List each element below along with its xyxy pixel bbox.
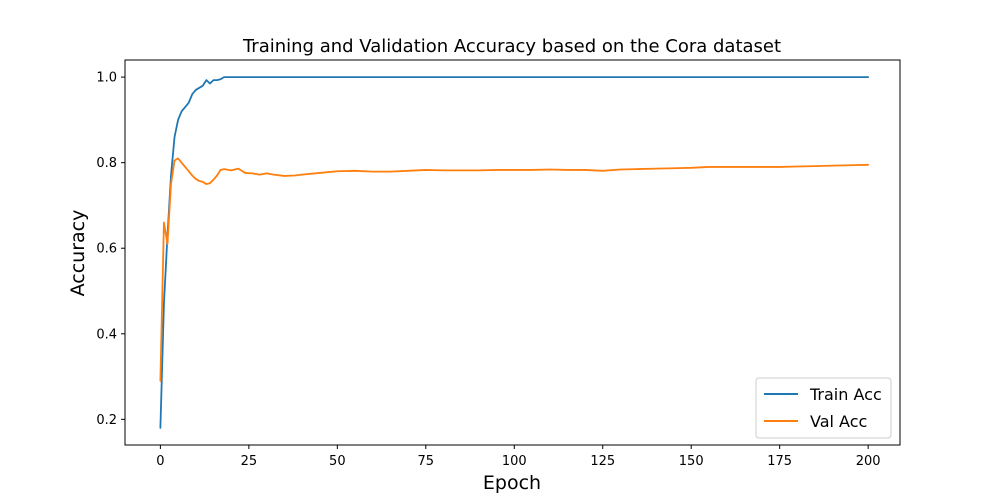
x-tick-label: 175 [767,454,792,469]
x-tick-label: 75 [418,454,435,469]
y-tick-label: 0.2 [96,413,117,428]
y-tick-label: 1.0 [96,71,117,86]
legend-label: Val Acc [810,412,867,431]
legend-label: Train Acc [809,385,882,404]
series-lines [159,76,870,429]
y-tick-label: 0.6 [96,242,117,257]
y-tick-label: 0.8 [96,156,117,171]
plot-frame [124,59,901,446]
x-tick-label: 25 [241,454,258,469]
y-tick-label: 0.4 [96,327,117,342]
legend: Train Acc Val Acc [755,377,892,439]
x-axis-ticks: 0 25 50 75 100 125 150 175 200 [156,445,881,469]
x-tick-label: 100 [502,454,527,469]
x-tick-label: 125 [590,454,615,469]
y-axis-label: Accuracy [67,210,89,297]
x-tick-label: 50 [329,454,346,469]
y-axis-ticks: 0.2 0.4 0.6 0.8 1.0 [96,71,125,428]
x-axis-label: Epoch [483,472,541,494]
x-tick-label: 0 [156,454,164,469]
series-line-val-acc [159,157,870,382]
x-tick-label: 150 [679,454,704,469]
series-line-train-acc [159,76,870,429]
chart-title: Training and Validation Accuracy based o… [242,36,781,57]
x-tick-label: 200 [856,454,881,469]
plot-area [124,59,901,446]
